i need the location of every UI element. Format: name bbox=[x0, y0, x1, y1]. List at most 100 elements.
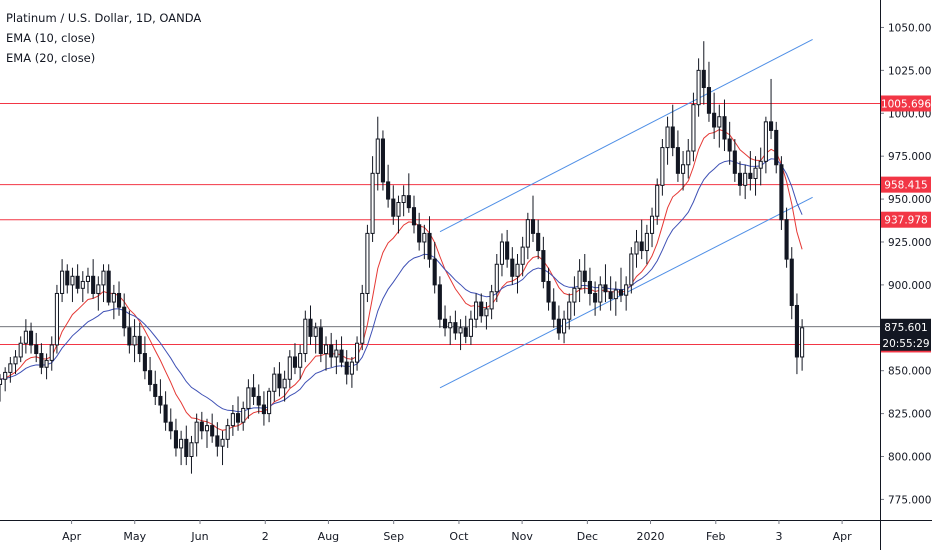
candle-body-up bbox=[132, 335, 137, 346]
candle-body-up bbox=[80, 280, 85, 289]
candle-body-up bbox=[13, 356, 18, 365]
candle-body-down bbox=[453, 322, 458, 334]
candle-body-up bbox=[241, 407, 246, 423]
candle-body-up bbox=[54, 292, 59, 346]
x-tick-label: Apr bbox=[62, 530, 82, 543]
candle-body-up bbox=[370, 172, 375, 234]
level-price-label: 1005.696 bbox=[881, 98, 931, 110]
candle-body-down bbox=[308, 318, 313, 337]
candle-body-down bbox=[386, 181, 391, 200]
candle-body-down bbox=[582, 270, 587, 282]
candle-body-up bbox=[567, 301, 572, 320]
x-tick-label: 2 bbox=[262, 530, 269, 543]
candle-body-down bbox=[122, 306, 127, 329]
candle-body-up bbox=[282, 378, 287, 389]
candle-body-up bbox=[225, 425, 230, 440]
candle-body-down bbox=[437, 284, 442, 320]
candle-body-up bbox=[96, 284, 101, 294]
candle-body-down bbox=[510, 258, 515, 277]
candle-body-down bbox=[732, 150, 737, 174]
level-price-tag bbox=[881, 211, 931, 228]
candle-body-down bbox=[541, 250, 546, 282]
candle-body-down bbox=[173, 430, 178, 449]
candle-body-down bbox=[210, 425, 215, 437]
candle-body-down bbox=[184, 438, 189, 458]
candle-body-down bbox=[251, 387, 256, 397]
candle-body-down bbox=[168, 421, 173, 432]
candle-body-up bbox=[44, 359, 49, 368]
y-tick-label: 775.000 bbox=[888, 494, 931, 506]
candle-body-up bbox=[515, 263, 520, 277]
candle-body-up bbox=[101, 270, 106, 286]
candle-body-up bbox=[272, 373, 277, 392]
candle-body-down bbox=[127, 327, 132, 346]
candle-body-up bbox=[189, 442, 194, 458]
x-tick-label: Nov bbox=[511, 530, 533, 543]
candle-body-down bbox=[712, 112, 717, 128]
candle-body-down bbox=[779, 164, 784, 221]
candle-body-up bbox=[598, 284, 603, 303]
candle-body-down bbox=[137, 335, 142, 355]
candle-body-down bbox=[261, 404, 266, 415]
candle-body-up bbox=[577, 270, 582, 289]
x-tick-label: May bbox=[123, 530, 146, 543]
level-price-tag bbox=[881, 176, 931, 193]
y-tick-label: 925.000 bbox=[888, 237, 931, 249]
x-tick-label: Aug bbox=[318, 530, 339, 543]
candle-body-down bbox=[116, 292, 122, 308]
candle-body-up bbox=[230, 413, 235, 427]
candle-body-up bbox=[349, 361, 354, 375]
candle-body-down bbox=[774, 129, 779, 166]
candle-body-up bbox=[758, 160, 763, 169]
candle-body-up bbox=[3, 371, 8, 380]
candle-body-down bbox=[463, 327, 468, 337]
candle-body-up bbox=[489, 291, 494, 310]
candle-body-down bbox=[442, 318, 448, 329]
candle-body-up bbox=[49, 344, 54, 361]
candle-body-up bbox=[800, 327, 805, 358]
candle-body-up bbox=[743, 172, 748, 186]
candle-body-up bbox=[204, 425, 210, 432]
candle-body-down bbox=[391, 198, 396, 217]
bar-countdown-label: 20:55:29 bbox=[882, 338, 929, 350]
candle-body-down bbox=[479, 301, 484, 317]
candle-body-up bbox=[179, 438, 184, 449]
level-price-tag bbox=[881, 95, 931, 112]
candle-body-up bbox=[246, 387, 251, 409]
y-tick-label: 800.000 bbox=[888, 452, 931, 464]
candle-body-down bbox=[727, 138, 732, 152]
candle-body-down bbox=[556, 318, 561, 334]
candle-body-up bbox=[194, 421, 199, 444]
candle-body-up bbox=[660, 147, 665, 186]
candle-body-up bbox=[60, 270, 65, 294]
candle-body-down bbox=[153, 383, 158, 397]
candle-body-down bbox=[603, 284, 608, 293]
candle-body-down bbox=[536, 232, 541, 252]
candle-body-down bbox=[608, 291, 613, 300]
candle-body-up bbox=[696, 69, 701, 106]
candle-body-up bbox=[686, 150, 691, 166]
current-price-label: 875.601 bbox=[884, 322, 927, 334]
candle-body-down bbox=[318, 327, 323, 355]
candle-body-down bbox=[344, 361, 349, 375]
x-tick-label: Jun bbox=[190, 530, 208, 543]
ema-10-line bbox=[0, 129, 803, 431]
candle-body-up bbox=[494, 263, 499, 293]
candle-body-up bbox=[313, 327, 318, 337]
y-tick-label: 975.000 bbox=[888, 151, 931, 163]
candle-body-down bbox=[406, 195, 411, 209]
candle-body-down bbox=[427, 232, 432, 260]
candle-body-down bbox=[551, 301, 556, 320]
candle-body-down bbox=[593, 292, 598, 303]
x-tick-label: Apr bbox=[833, 530, 853, 543]
candle-body-up bbox=[691, 104, 696, 152]
candle-body-down bbox=[417, 224, 422, 243]
candle-body-up bbox=[655, 184, 660, 217]
candle-body-up bbox=[111, 292, 116, 303]
candle-body-up bbox=[8, 363, 13, 373]
x-tick-label: Sep bbox=[383, 530, 404, 543]
x-tick-label: Feb bbox=[706, 530, 725, 543]
trend-channel-line bbox=[439, 39, 813, 233]
